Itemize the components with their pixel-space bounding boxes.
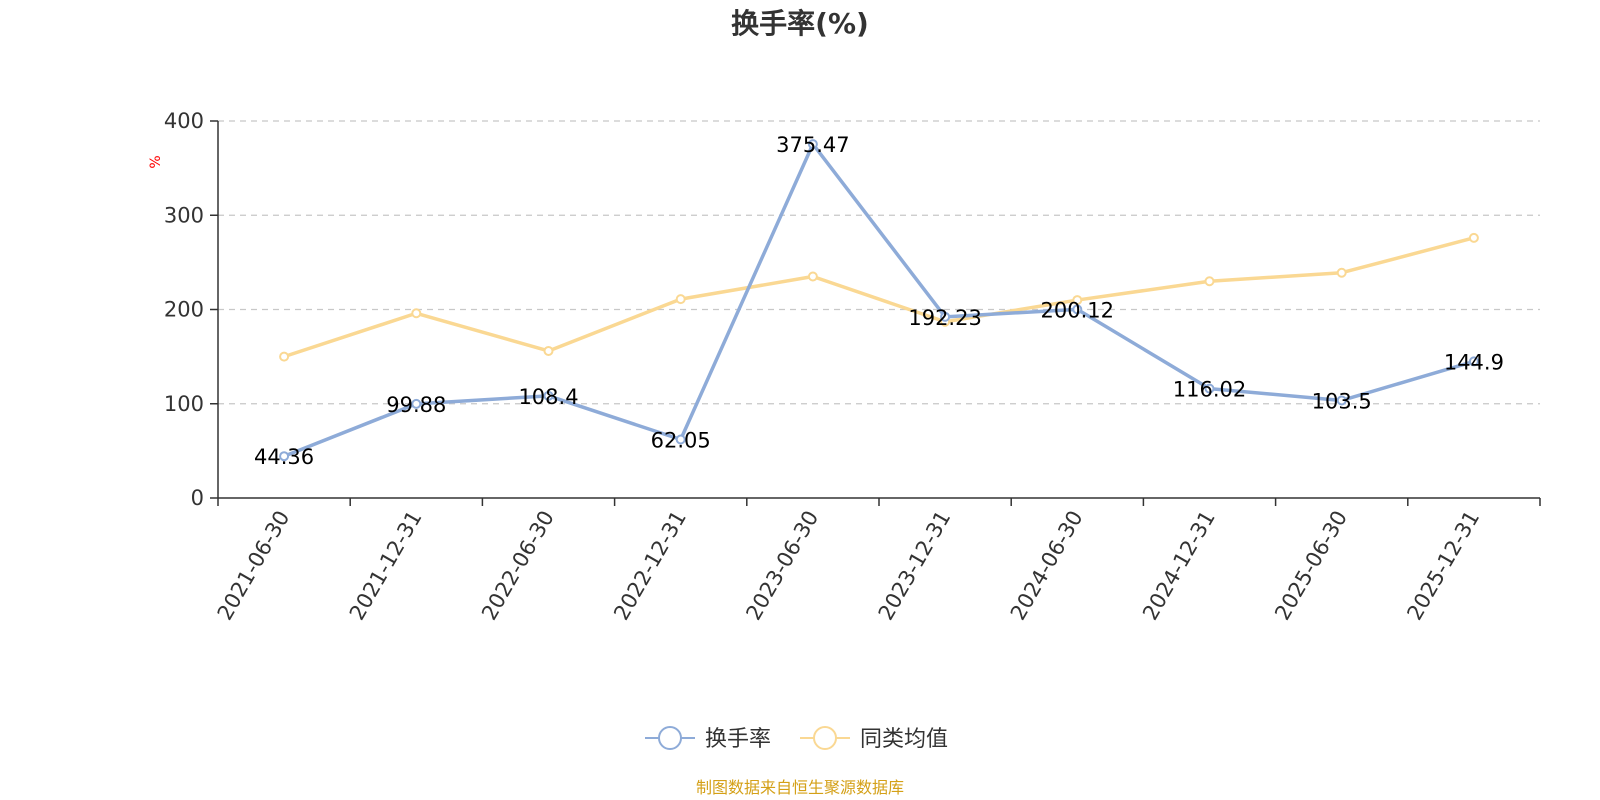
data-labels: 44.36 99.88 108.4 62.05 375.47 192.23 200.12 11…	[254, 133, 1504, 469]
x-tick-label: 2024-12-31	[1138, 507, 1220, 625]
y-tick-label: 200	[164, 298, 204, 322]
data-label: 116.02	[1173, 378, 1246, 402]
x-tick-label: 2023-12-31	[874, 507, 956, 625]
data-label: 44.36	[254, 445, 314, 469]
x-tick-label: 2024-06-30	[1006, 507, 1088, 625]
axes: 0 100 200 300 400 2021-06-30 2021-12-31 2022-06…	[164, 109, 1541, 625]
series-line	[283, 142, 1475, 458]
x-tick-label: 2021-12-31	[345, 507, 427, 625]
data-point	[675, 434, 686, 445]
x-tick-label: 2025-06-30	[1270, 507, 1352, 625]
data-point	[1204, 276, 1215, 287]
legend-item[interactable]: 换手率	[645, 726, 771, 752]
data-point	[807, 139, 818, 150]
source-note: 制图数据来自恒生聚源数据库	[696, 778, 904, 797]
data-point	[1336, 267, 1347, 278]
y-tick-label: 100	[164, 392, 204, 416]
data-point	[279, 351, 290, 362]
data-point	[1468, 356, 1479, 367]
y-tick-label: 300	[164, 203, 204, 227]
data-point	[411, 398, 422, 409]
series-line	[283, 236, 1475, 359]
data-point	[279, 451, 290, 462]
data-point	[543, 390, 554, 401]
x-tick-label: 2023-06-30	[741, 507, 823, 625]
y-axis-label: %	[148, 155, 164, 168]
x-tick-label: 2025-12-31	[1402, 507, 1484, 625]
data-point	[1336, 395, 1347, 406]
data-point	[675, 294, 686, 305]
x-tick-label: 2022-12-31	[609, 507, 691, 625]
data-point	[1468, 232, 1479, 243]
legend-marker	[813, 726, 837, 750]
data-point	[940, 311, 951, 322]
data-label: 192.23	[908, 306, 981, 330]
data-label: 108.4	[518, 385, 578, 409]
chart-title: 换手率(%)	[731, 7, 869, 40]
data-label: 62.05	[651, 429, 711, 453]
legend-marker	[658, 726, 682, 750]
y-tick-label: 0	[191, 486, 204, 510]
data-point	[543, 345, 554, 356]
y-tick-label: 400	[164, 109, 204, 133]
data-point	[1072, 304, 1083, 315]
legend-item[interactable]: 同类均值	[800, 726, 948, 752]
data-point	[1204, 383, 1215, 394]
legend[interactable]: 换手率 同类均值	[645, 726, 948, 752]
grid-lines	[218, 120, 1540, 405]
x-tick-label: 2022-06-30	[477, 507, 559, 625]
data-label: 144.9	[1444, 350, 1504, 374]
legend-label: 同类均值	[860, 727, 948, 752]
data-label: 375.47	[776, 133, 849, 157]
data-label: 103.5	[1312, 389, 1372, 413]
series-lines	[279, 139, 1479, 462]
data-point	[807, 271, 818, 282]
data-point	[1072, 295, 1083, 306]
legend-label: 换手率	[705, 727, 771, 752]
data-point	[411, 308, 422, 319]
x-tick-label: 2021-06-30	[213, 507, 295, 625]
data-label: 200.12	[1041, 298, 1114, 322]
data-label: 99.88	[386, 393, 446, 417]
